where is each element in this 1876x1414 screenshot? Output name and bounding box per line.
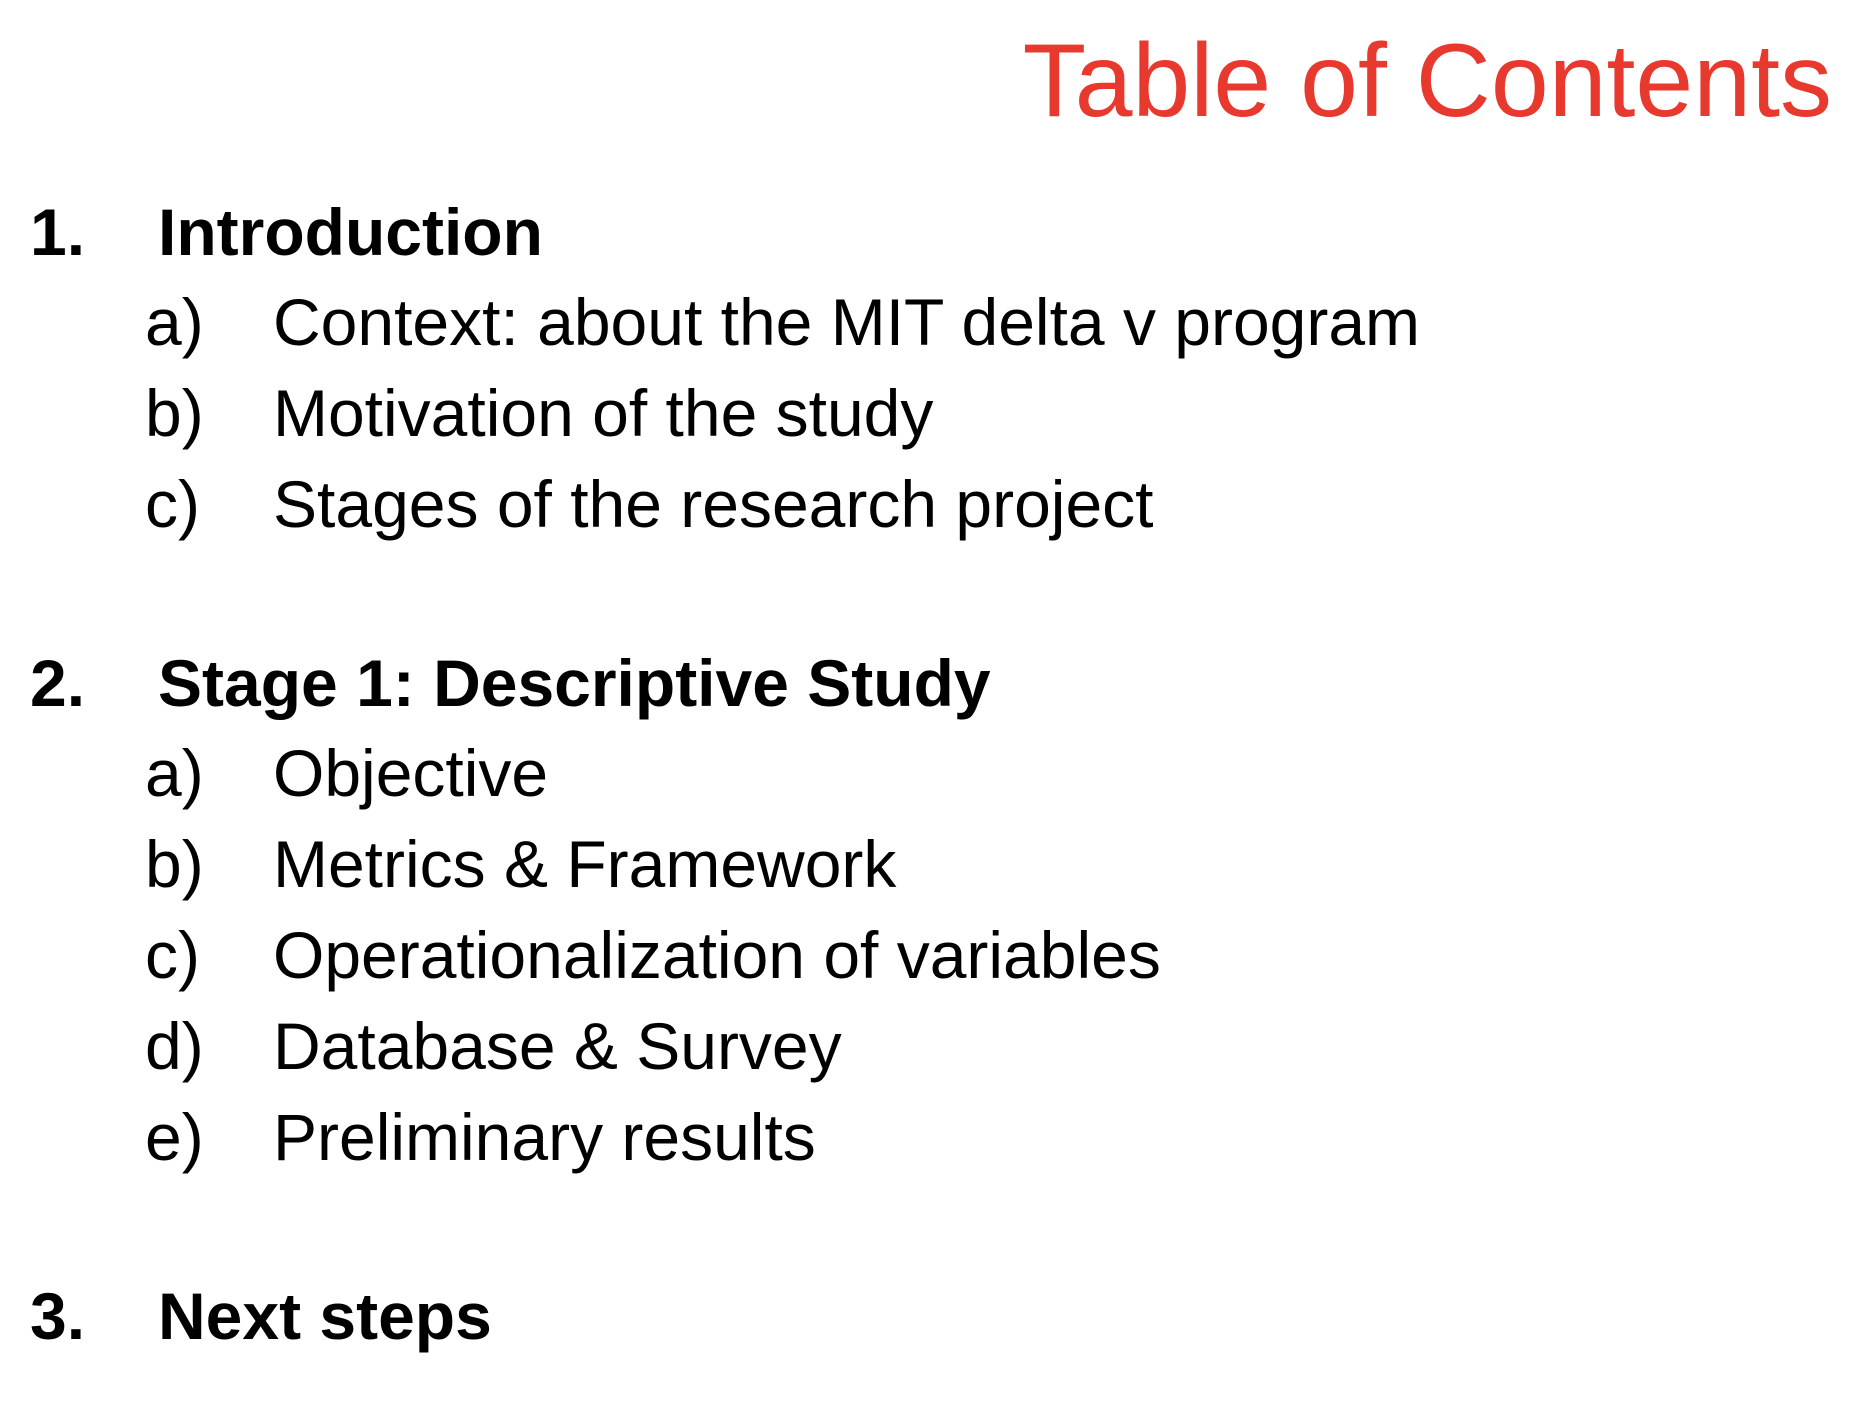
item-letter: e): [145, 1100, 204, 1174]
section-label: Next steps: [158, 1279, 492, 1353]
item-letter: c): [145, 918, 200, 992]
item-label: Metrics & Framework: [273, 827, 897, 901]
toc-section-stage-1: 2. Stage 1: Descriptive Study a) Objecti…: [30, 645, 1830, 1190]
subsection-list: a) Context: about the MIT delta v progra…: [30, 284, 1830, 557]
item-label: Database & Survey: [273, 1009, 842, 1083]
list-item: c) Operationalization of variables: [30, 917, 1830, 1008]
section-label: Introduction: [158, 195, 543, 269]
list-item: e) Preliminary results: [30, 1099, 1830, 1190]
toc-section-introduction: 1. Introduction a) Context: about the MI…: [30, 194, 1830, 557]
table-of-contents: 1. Introduction a) Context: about the MI…: [30, 194, 1830, 1360]
section-heading: 2. Stage 1: Descriptive Study: [30, 645, 1830, 727]
item-letter: b): [145, 827, 204, 901]
section-heading: 3. Next steps: [30, 1278, 1830, 1360]
section-number: 2.: [30, 646, 86, 720]
item-label: Preliminary results: [273, 1100, 816, 1174]
list-item: b) Motivation of the study: [30, 375, 1830, 466]
item-label: Operationalization of variables: [273, 918, 1161, 992]
section-heading: 1. Introduction: [30, 194, 1830, 276]
subsection-list: a) Objective b) Metrics & Framework c) O…: [30, 735, 1830, 1190]
list-item: c) Stages of the research project: [30, 466, 1830, 557]
item-letter: b): [145, 376, 204, 450]
list-item: a) Objective: [30, 735, 1830, 826]
item-letter: a): [145, 285, 204, 359]
section-number: 3.: [30, 1279, 86, 1353]
section-label: Stage 1: Descriptive Study: [158, 646, 991, 720]
item-letter: c): [145, 467, 200, 541]
item-label: Stages of the research project: [273, 467, 1154, 541]
item-label: Motivation of the study: [273, 376, 934, 450]
item-label: Context: about the MIT delta v program: [273, 285, 1421, 359]
list-item: a) Context: about the MIT delta v progra…: [30, 284, 1830, 375]
section-number: 1.: [30, 195, 86, 269]
toc-section-next-steps: 3. Next steps: [30, 1278, 1830, 1360]
list-item: d) Database & Survey: [30, 1008, 1830, 1099]
item-letter: a): [145, 736, 204, 810]
item-label: Objective: [273, 736, 549, 810]
item-letter: d): [145, 1009, 204, 1083]
slide-title: Table of Contents: [1022, 23, 1832, 139]
list-item: b) Metrics & Framework: [30, 826, 1830, 917]
